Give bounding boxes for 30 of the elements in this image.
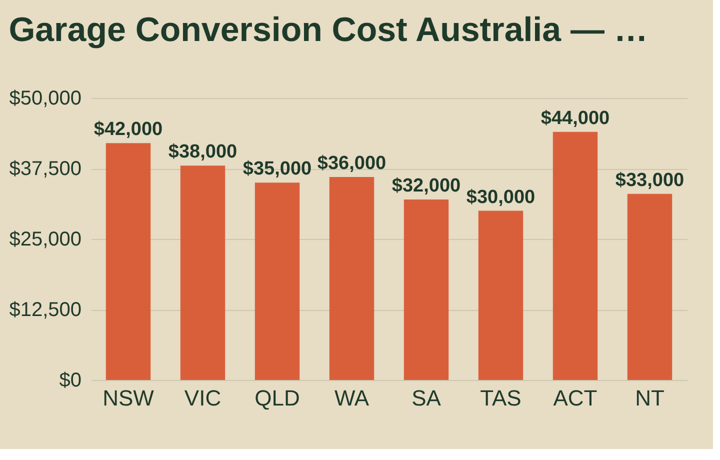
y-tick-label: $25,000: [9, 228, 82, 250]
y-tick-label: $0: [59, 370, 82, 392]
bar: [329, 176, 374, 380]
bar: [404, 200, 449, 380]
y-tick-label: $12,500: [9, 299, 82, 321]
y-tick-label: $50,000: [9, 88, 82, 110]
bar: [627, 194, 672, 380]
y-tick-label: $37,500: [9, 158, 82, 180]
data-label: $42,000: [94, 119, 163, 140]
x-tick-label: ACT: [553, 386, 598, 410]
data-label: $36,000: [317, 152, 386, 174]
bar: [180, 166, 226, 380]
x-tick-label: TAS: [480, 386, 522, 410]
x-tick-label: NSW: [102, 386, 154, 410]
x-tick-label: SA: [412, 386, 442, 410]
data-label: $33,000: [615, 170, 684, 191]
data-label: $35,000: [242, 158, 312, 180]
data-label: $44,000: [540, 108, 610, 129]
data-label: $38,000: [168, 142, 238, 163]
bar: [106, 143, 151, 380]
bar: [254, 182, 300, 380]
x-tick-label: VIC: [184, 386, 222, 410]
x-tick-label: NT: [635, 386, 664, 410]
data-label: $32,000: [392, 176, 461, 197]
chart-title: Garage Conversion Cost Australia — …: [8, 11, 648, 49]
bar: [478, 210, 524, 380]
bar: [552, 132, 598, 380]
x-tick-label: WA: [334, 386, 370, 410]
data-label: $30,000: [466, 186, 536, 208]
x-tick-label: QLD: [254, 386, 300, 410]
